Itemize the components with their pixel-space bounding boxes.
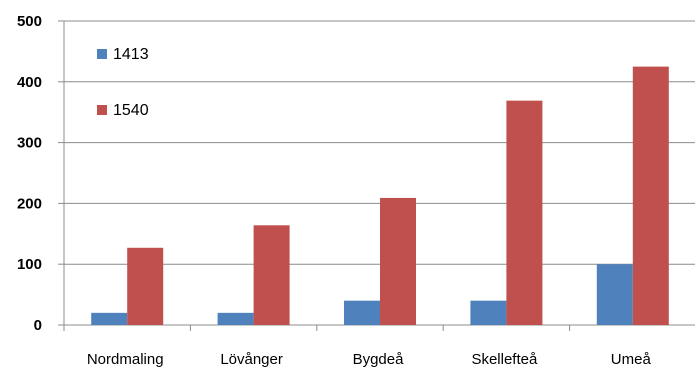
y-tick-label: 100 xyxy=(17,256,42,273)
y-tick-label: 200 xyxy=(17,195,42,212)
x-category-label: Bygdeå xyxy=(353,351,405,368)
x-category-label: Lövånger xyxy=(220,351,283,368)
bar-1413-1 xyxy=(217,312,254,325)
y-tick-label: 300 xyxy=(17,135,42,152)
bar-1540-0 xyxy=(127,247,164,325)
bar-1413-3 xyxy=(470,300,507,325)
y-tick-label: 400 xyxy=(17,74,42,91)
y-tick-label: 0 xyxy=(34,317,42,334)
legend-swatch-1413 xyxy=(97,49,107,59)
bar-1413-4 xyxy=(596,264,633,325)
bar-1540-2 xyxy=(380,197,416,325)
y-tick-label: 500 xyxy=(17,13,42,30)
x-category-label: Umeå xyxy=(611,351,652,368)
bar-1413-0 xyxy=(91,312,128,325)
x-category-label: Skellefteå xyxy=(471,351,538,368)
legend-label: 1413 xyxy=(113,46,149,63)
legend-label: 1540 xyxy=(113,102,149,119)
legend-swatch-1540 xyxy=(97,105,107,115)
bar-1540-4 xyxy=(632,66,669,325)
bar-1540-3 xyxy=(506,100,543,325)
bar-1540-1 xyxy=(253,225,290,325)
x-category-label: Nordmaling xyxy=(87,351,164,368)
bar-1413-2 xyxy=(344,300,380,325)
